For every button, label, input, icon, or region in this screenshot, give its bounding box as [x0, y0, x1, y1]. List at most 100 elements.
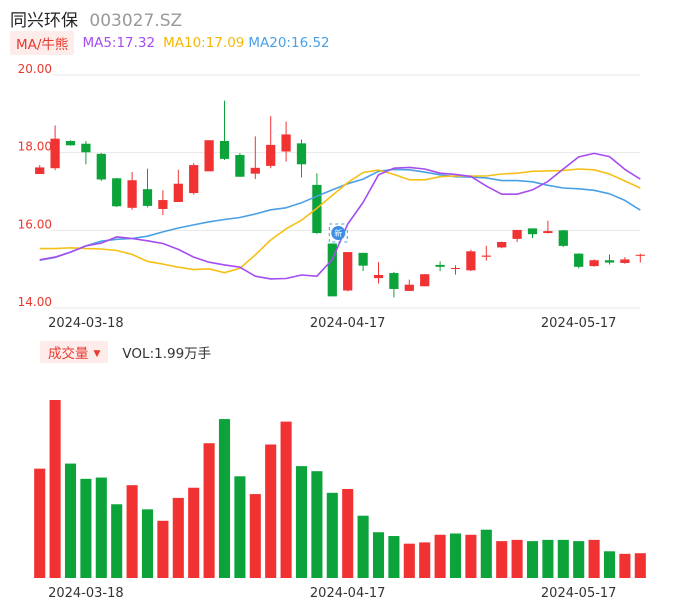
y-tick-label: 16.00 [18, 217, 52, 231]
volume-bar[interactable] [203, 443, 215, 578]
candle-body[interactable] [450, 268, 461, 270]
volume-bar[interactable] [603, 551, 616, 578]
volume-bar[interactable] [342, 489, 354, 578]
volume-bar[interactable] [141, 509, 154, 578]
volume-bar[interactable] [619, 553, 631, 578]
x-tick-label: 2024-04-17 [310, 316, 386, 331]
candle-body[interactable] [558, 230, 568, 246]
candle-body[interactable] [435, 264, 445, 267]
new-marker-label: 新 [334, 228, 342, 238]
ma20-line [39, 168, 641, 261]
volume-bar[interactable] [249, 494, 261, 578]
candle-body[interactable] [296, 143, 307, 165]
x-tick-label: 2024-05-17 [541, 316, 617, 331]
volume-bar[interactable] [126, 485, 138, 578]
candle-body[interactable] [527, 228, 538, 235]
volume-bar[interactable] [280, 421, 292, 578]
volume-bar[interactable] [295, 466, 308, 578]
volume-bar[interactable] [526, 541, 539, 578]
volume-bar[interactable] [172, 497, 184, 578]
volume-bar[interactable] [465, 534, 477, 578]
candle-body[interactable] [281, 134, 291, 152]
volume-legend: 成交量 ▼ VOL:1.99万手 [40, 341, 212, 363]
candle-body[interactable] [50, 138, 60, 169]
candle-body[interactable] [112, 178, 122, 207]
candle-body[interactable] [204, 140, 214, 172]
candle-body[interactable] [373, 274, 384, 279]
candle-body[interactable] [96, 153, 106, 180]
candle-body[interactable] [343, 252, 353, 291]
ma20-value: MA20:16.52 [248, 35, 330, 51]
volume-bar[interactable] [357, 515, 369, 578]
candle-body[interactable] [512, 229, 522, 239]
candle-body[interactable] [142, 189, 153, 206]
indicator-selector[interactable]: MA/牛熊 [10, 31, 75, 55]
candle-body[interactable] [358, 252, 368, 266]
candle-body[interactable] [604, 260, 615, 263]
volume-bar[interactable] [496, 541, 508, 578]
volume-bar[interactable] [95, 477, 107, 578]
volume-bar[interactable] [49, 400, 61, 578]
volume-bar[interactable] [434, 534, 446, 578]
y-tick-label: 14.00 [18, 295, 52, 309]
caret-down-icon: ▼ [93, 349, 101, 359]
candle-body[interactable] [235, 154, 245, 177]
ma10-value: MA10:17.09 [163, 35, 245, 51]
volume-value: VOL:1.99万手 [122, 346, 212, 362]
volume-bar[interactable] [588, 539, 600, 578]
x-tick-label: 2024-03-18 [48, 316, 124, 331]
candle-body[interactable] [266, 144, 276, 166]
stock-code: 003027.SZ [89, 11, 183, 31]
y-tick-label: 18.00 [18, 140, 52, 154]
candle-body[interactable] [404, 284, 414, 291]
candle-body[interactable] [81, 143, 91, 153]
candle-body[interactable] [65, 141, 76, 146]
volume-bar[interactable] [80, 478, 92, 578]
volume-bar[interactable] [480, 529, 492, 578]
candle-body[interactable] [389, 273, 399, 289]
volume-bar[interactable] [64, 463, 77, 578]
candle-body[interactable] [420, 274, 430, 287]
volume-bar[interactable] [157, 520, 169, 578]
volume-bar[interactable] [218, 419, 231, 578]
volume-bar[interactable] [511, 539, 523, 578]
new-marker-icon[interactable] [331, 226, 346, 241]
candle-body[interactable] [481, 255, 491, 257]
candle-body[interactable] [327, 243, 337, 297]
volume-bar[interactable] [419, 542, 431, 578]
volume-bar[interactable] [188, 487, 200, 578]
volume-bar[interactable] [372, 532, 385, 578]
volume-bar[interactable] [634, 553, 646, 578]
candle-body[interactable] [589, 260, 599, 267]
volume-bar[interactable] [234, 476, 246, 578]
candle-body[interactable] [497, 241, 507, 248]
volume-bar[interactable] [388, 536, 400, 578]
candle-body[interactable] [173, 183, 183, 202]
ma5-line [39, 152, 641, 280]
candle-body[interactable] [574, 253, 584, 267]
volume-bar[interactable] [403, 543, 415, 578]
volume-indicator-selector[interactable]: 成交量 ▼ [40, 341, 109, 363]
volume-bar[interactable] [326, 492, 338, 578]
candle-body[interactable] [219, 141, 230, 159]
volume-bar[interactable] [542, 539, 554, 578]
candle-body[interactable] [620, 259, 630, 263]
candle-body[interactable] [158, 200, 168, 209]
volume-bar[interactable] [311, 471, 323, 578]
volume-bar[interactable] [265, 444, 277, 579]
y-tick-label: 20.00 [18, 62, 52, 76]
volume-tag-label: 成交量 [48, 346, 89, 362]
candle-body[interactable] [250, 167, 260, 174]
volume-bar[interactable] [557, 539, 569, 578]
candle-body[interactable] [189, 165, 199, 194]
volume-bar[interactable] [449, 533, 462, 579]
candle-body[interactable] [543, 231, 553, 234]
candle-body[interactable] [635, 254, 645, 256]
candle-body[interactable] [127, 180, 137, 208]
volume-bar[interactable] [573, 541, 585, 578]
candle-body[interactable] [35, 167, 45, 175]
volume-bar[interactable] [111, 504, 123, 578]
volume-bar[interactable] [34, 468, 46, 578]
candle-body[interactable] [466, 251, 476, 271]
